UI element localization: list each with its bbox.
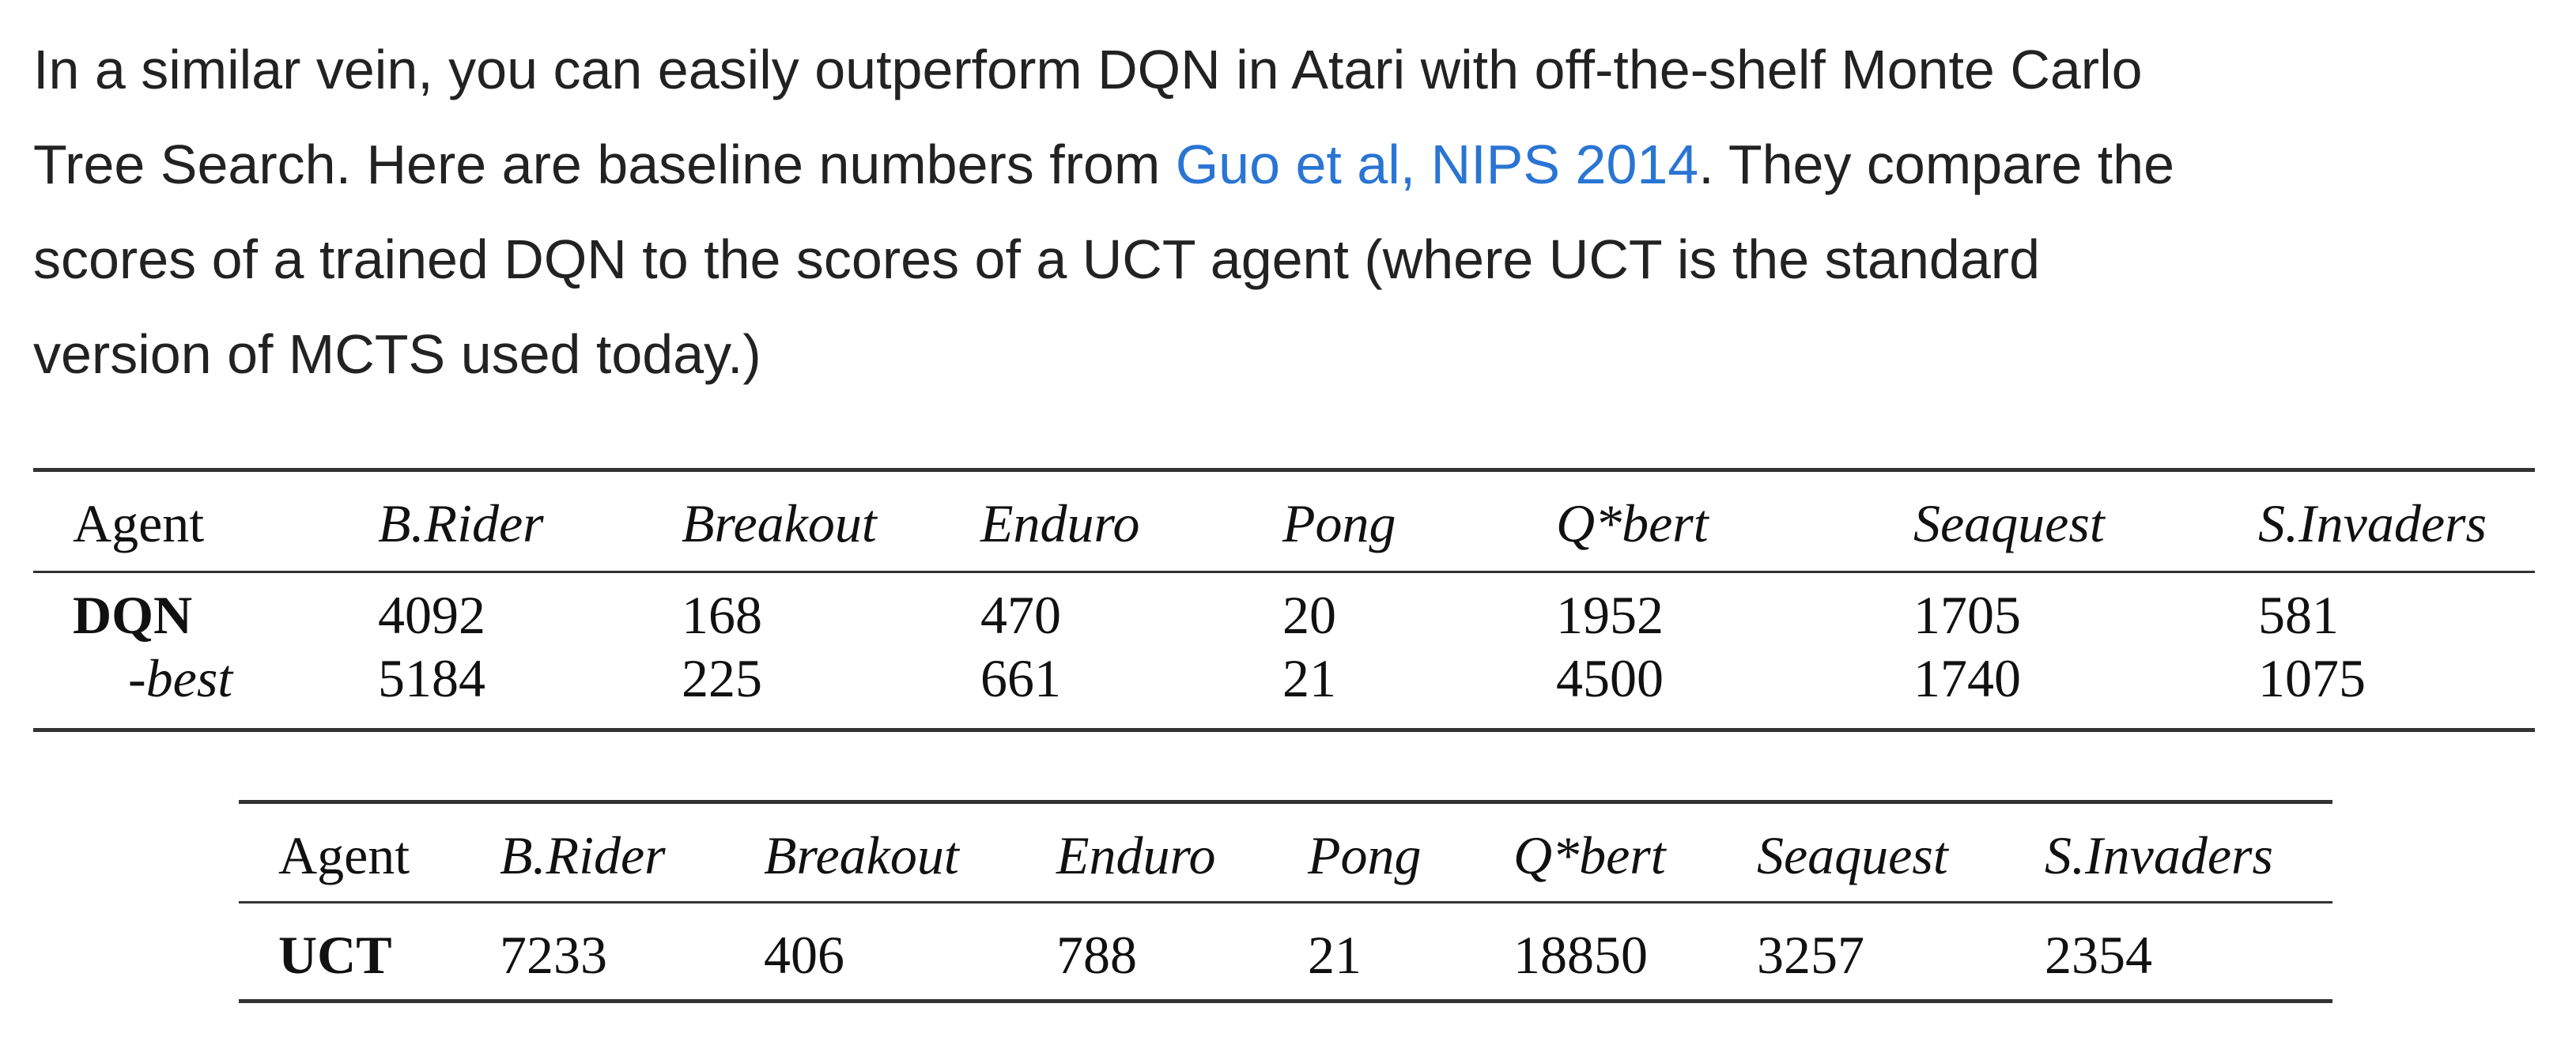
row-best-seaquest: 1740 — [1913, 648, 2021, 708]
header-seaquest: Seaquest — [1757, 825, 1948, 885]
table-header-rule — [239, 901, 2332, 904]
header-seaquest: Seaquest — [1913, 493, 2105, 553]
table-bottom-rule — [33, 728, 2535, 732]
row-uct-agent: UCT — [278, 925, 392, 985]
dqn-score-table: Agent B.Rider Breakout Enduro Pong Q*ber… — [33, 468, 2535, 734]
header-breakout: Breakout — [764, 825, 959, 885]
table-top-rule — [239, 800, 2332, 804]
header-pong: Pong — [1282, 493, 1396, 553]
row-uct-s-invaders: 2354 — [2045, 925, 2152, 985]
row-best-b-rider: 5184 — [378, 648, 485, 708]
row-dqn-b-rider: 4092 — [378, 585, 485, 645]
header-agent: Agent — [278, 825, 410, 885]
paragraph-line-2-start: Tree Search. Here are baseline numbers f… — [33, 134, 1176, 195]
uct-score-table: Agent B.Rider Breakout Enduro Pong Q*ber… — [239, 800, 2332, 1005]
header-s-invaders: S.Invaders — [2258, 493, 2487, 553]
paragraph-line-2: Tree Search. Here are baseline numbers f… — [33, 117, 2548, 212]
paragraph-line-1: In a similar vein, you can easily outper… — [33, 39, 2143, 100]
row-best-enduro: 661 — [980, 648, 1061, 708]
table-bottom-rule — [239, 999, 2332, 1003]
row-dqn-pong: 20 — [1282, 585, 1336, 645]
row-uct-breakout: 406 — [764, 925, 844, 985]
header-enduro: Enduro — [980, 493, 1140, 553]
header-qbert: Q*bert — [1556, 493, 1709, 553]
paragraph-line-2-end: . They compare the — [1698, 134, 2175, 195]
guo-nips-2014-link[interactable]: Guo et al, NIPS 2014 — [1175, 134, 1699, 195]
row-best-qbert: 4500 — [1556, 648, 1664, 708]
header-enduro: Enduro — [1056, 825, 1216, 885]
row-uct-seaquest: 3257 — [1757, 925, 1864, 985]
row-dqn-enduro: 470 — [980, 585, 1061, 645]
header-breakout: Breakout — [682, 493, 877, 553]
header-pong: Pong — [1308, 825, 1422, 885]
row-best-breakout: 225 — [682, 648, 762, 708]
row-uct-b-rider: 7233 — [500, 925, 607, 985]
row-best-pong: 21 — [1282, 648, 1336, 708]
row-dqn-seaquest: 1705 — [1913, 585, 2021, 645]
row-best-s-invaders: 1075 — [2258, 648, 2366, 708]
row-best-agent: -best — [128, 648, 233, 708]
row-uct-qbert: 18850 — [1513, 925, 1648, 985]
row-dqn-s-invaders: 581 — [2258, 585, 2339, 645]
header-b-rider: B.Rider — [500, 825, 666, 885]
paragraph-line-4: version of MCTS used today.) — [33, 323, 761, 385]
row-dqn-qbert: 1952 — [1556, 585, 1664, 645]
table-top-rule — [33, 468, 2535, 472]
paragraph-line-3: scores of a trained DQN to the scores of… — [33, 228, 2041, 290]
header-qbert: Q*bert — [1513, 825, 1666, 885]
body-paragraph: In a similar vein, you can easily outper… — [33, 22, 2548, 402]
header-s-invaders: S.Invaders — [2045, 825, 2273, 885]
row-dqn-breakout: 168 — [682, 585, 762, 645]
header-agent: Agent — [73, 493, 205, 553]
row-uct-pong: 21 — [1308, 925, 1362, 985]
header-b-rider: B.Rider — [378, 493, 544, 553]
row-dqn-agent: DQN — [73, 585, 193, 645]
row-uct-enduro: 788 — [1056, 925, 1137, 985]
table-header-rule — [33, 571, 2535, 573]
